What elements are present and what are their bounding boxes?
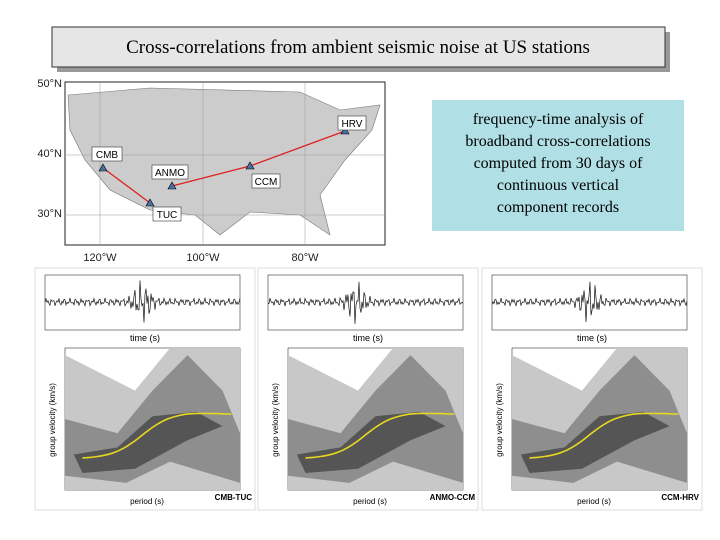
dispersion-curve — [305, 412, 455, 459]
time-label: time (s) — [577, 333, 607, 343]
velocity-label: group velocity (km/s) — [48, 383, 57, 457]
dispersion-curve — [82, 412, 232, 459]
station-label: TUC — [157, 210, 178, 221]
lat-label: 40°N — [37, 148, 62, 160]
note-line: component records — [497, 199, 619, 216]
period-label: period (s) — [353, 497, 387, 506]
time-label: time (s) — [353, 333, 383, 343]
lat-label: 50°N — [37, 78, 62, 90]
station-box — [251, 173, 281, 189]
station-label: ANMO — [155, 168, 185, 179]
map — [64, 81, 386, 246]
station-label: CCM — [255, 177, 278, 188]
spectrogram-dark — [73, 411, 223, 473]
time-label: time (s) — [130, 333, 160, 343]
lat-label: 30°N — [37, 208, 62, 220]
station-box — [151, 164, 189, 180]
waveform — [44, 280, 241, 323]
station-label: HRV — [342, 119, 363, 130]
waveform-box — [267, 274, 464, 331]
station-box — [91, 146, 123, 162]
panel: time (s) group velocity (km/s) period (s) C… — [481, 267, 703, 511]
spectrogram-dark — [520, 411, 670, 473]
velocity-label: group velocity (km/s) — [271, 383, 280, 457]
lon-label: 120°W — [83, 252, 117, 264]
station-box — [337, 115, 367, 131]
dispersion-curve — [529, 412, 679, 459]
panel: time (s) group velocity (km/s) period (s) A… — [257, 267, 479, 511]
lon-label: 80°W — [291, 252, 319, 264]
station-label: CMB — [96, 150, 119, 161]
note-line: computed from 30 days of — [474, 155, 644, 172]
note-box — [432, 100, 684, 231]
velocity-label: group velocity (km/s) — [495, 383, 504, 457]
waveform — [267, 281, 464, 324]
panel-name: CCM-HRV — [661, 493, 699, 502]
panel-name: ANMO-CCM — [430, 493, 476, 502]
waveform — [491, 281, 688, 323]
spectrogram-dark — [296, 411, 446, 473]
land — [67, 87, 381, 236]
note-line: continuous vertical — [497, 177, 620, 194]
title: Cross-correlations from ambient seismic … — [126, 37, 590, 58]
station-markers — [98, 126, 350, 207]
lon-label: 100°W — [186, 252, 220, 264]
title-box — [51, 26, 666, 68]
note-line: frequency-time analysis of — [473, 111, 644, 128]
panel: time (s) group velocity (km/s) period (s) C… — [34, 267, 256, 511]
waveform-box — [44, 274, 241, 331]
station-box — [152, 206, 182, 222]
note-line: broadband cross-correlations — [465, 133, 650, 150]
panel-name: CMB-TUC — [215, 493, 253, 502]
period-label: period (s) — [130, 497, 164, 506]
period-label: period (s) — [577, 497, 611, 506]
